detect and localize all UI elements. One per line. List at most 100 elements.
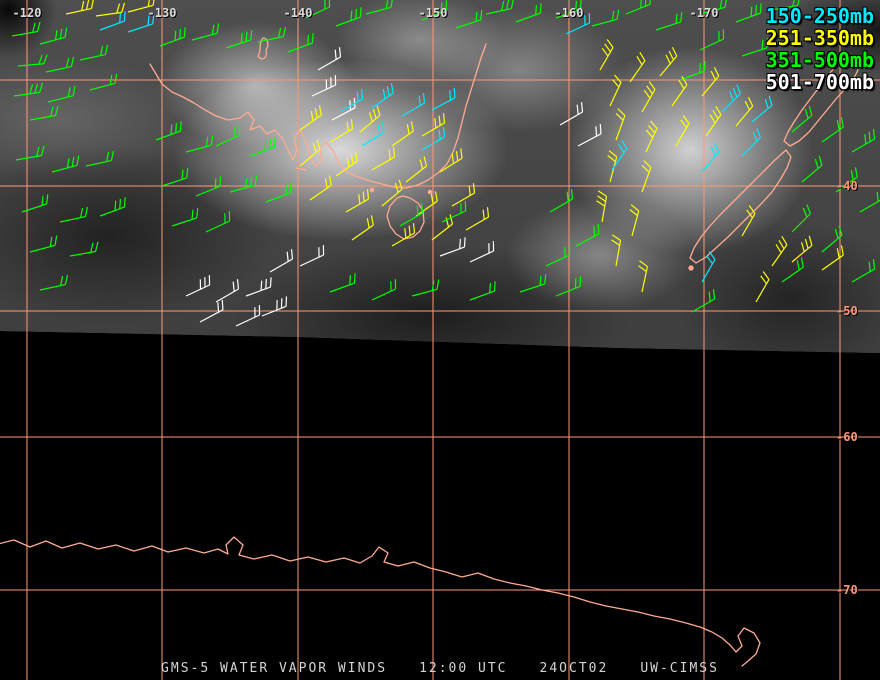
caption-product-name: GMS-5 WATER VAPOR WINDS (161, 661, 388, 676)
wind-barb (185, 275, 211, 297)
wind-barb (371, 147, 396, 171)
wind-barb (519, 274, 547, 293)
wind-barb (345, 189, 370, 213)
wind-barb (99, 197, 126, 217)
wind-barb (309, 175, 332, 201)
wind-barb (299, 245, 325, 267)
wind-barb (751, 95, 773, 123)
wind-barb (79, 44, 109, 61)
wind-barb (741, 128, 761, 157)
satellite-imagery (0, 0, 880, 353)
wind-barb (335, 151, 358, 177)
wind-barb (159, 27, 186, 47)
wind-barb (245, 277, 272, 297)
wind-barb (29, 105, 59, 121)
wind-barb (365, 0, 394, 15)
coastline-nz-north-island (783, 55, 859, 147)
wind-barb (741, 38, 769, 57)
wind-barb (421, 0, 448, 21)
wind-barb (171, 208, 199, 227)
island-kangaroo (295, 167, 307, 171)
wind-barb (299, 105, 322, 131)
wind-barb (215, 125, 241, 147)
wind-barb (371, 279, 397, 301)
wind-barb (47, 85, 76, 103)
wind-barb (51, 155, 80, 173)
wind-barb (801, 155, 823, 183)
wind-barb (691, 289, 716, 313)
wind-barb (611, 139, 628, 171)
wind-barb (127, 14, 155, 33)
wind-barb (671, 75, 688, 107)
coastline-nz-south-island (689, 149, 792, 264)
wind-barb (411, 279, 440, 297)
wind-barb (205, 211, 231, 233)
longitude-label: -160 (554, 6, 584, 20)
wind-barb (59, 206, 89, 223)
wind-barb (361, 122, 385, 147)
wind-barb (555, 0, 582, 19)
wind-barb (89, 73, 118, 91)
wind-barb (305, 0, 331, 19)
wind-barb (607, 150, 618, 183)
wind-barb (215, 279, 240, 303)
wind-barb (625, 0, 652, 15)
wind-barb (615, 108, 626, 141)
wind-barb (381, 179, 403, 207)
wind-barb (791, 235, 813, 263)
wind-barb (441, 201, 467, 223)
wind-barb (329, 119, 354, 143)
wind-barb (771, 0, 801, 11)
longitude-label: -150 (418, 6, 448, 20)
wind-barb (265, 183, 292, 203)
wind-barb (859, 191, 880, 213)
wind-barb (821, 225, 843, 253)
wind-barb (469, 281, 496, 301)
wind-barb (451, 183, 476, 207)
wind-barb (545, 245, 571, 267)
wind-barb (229, 175, 258, 193)
caption-bar: GMS-5 WATER VAPOR WINDS 12:00 UTC 24OCT0… (0, 661, 880, 676)
wind-barb (225, 30, 253, 49)
wind-barb (391, 223, 416, 247)
coastline-lake-inland (257, 37, 269, 60)
wind-barb (599, 39, 614, 71)
wind-barb (701, 251, 716, 283)
wind-barb (485, 0, 515, 15)
longitude-label: -140 (283, 6, 313, 20)
latitude-label: -50 (836, 304, 858, 318)
wind-barb (577, 123, 602, 147)
wind-barb (596, 190, 608, 223)
wind-barb (781, 257, 804, 283)
wind-barb (405, 156, 428, 183)
wind-barb (629, 51, 646, 83)
wind-barb (99, 11, 126, 31)
wind-barb (655, 12, 683, 31)
wind-barb (269, 249, 294, 273)
wind-barb (401, 93, 426, 117)
wind-barb (65, 0, 95, 15)
wind-barb (29, 235, 58, 253)
coastline-tasmania (386, 195, 425, 240)
wind-level-legend: 150-250mb 251-350mb 351-500mb 501-700mb (766, 5, 874, 93)
wind-barb (659, 46, 678, 77)
wind-barb (465, 207, 490, 231)
wind-barb (421, 127, 446, 151)
caption-date: 24OCT02 (539, 661, 609, 676)
wind-barb (835, 167, 858, 193)
wind-barb (17, 54, 48, 67)
wind-barb (335, 7, 362, 27)
wind-barb (431, 214, 454, 241)
wind-barb (287, 33, 314, 53)
wind-barb (311, 75, 337, 97)
wind-barb (791, 204, 811, 233)
wind-barb (261, 296, 288, 317)
wind-barb (791, 105, 813, 133)
caption-source: UW-CIMSS (640, 661, 719, 676)
wind-barb (645, 120, 658, 153)
longitude-label: -130 (147, 6, 177, 20)
island-dot (427, 189, 433, 195)
